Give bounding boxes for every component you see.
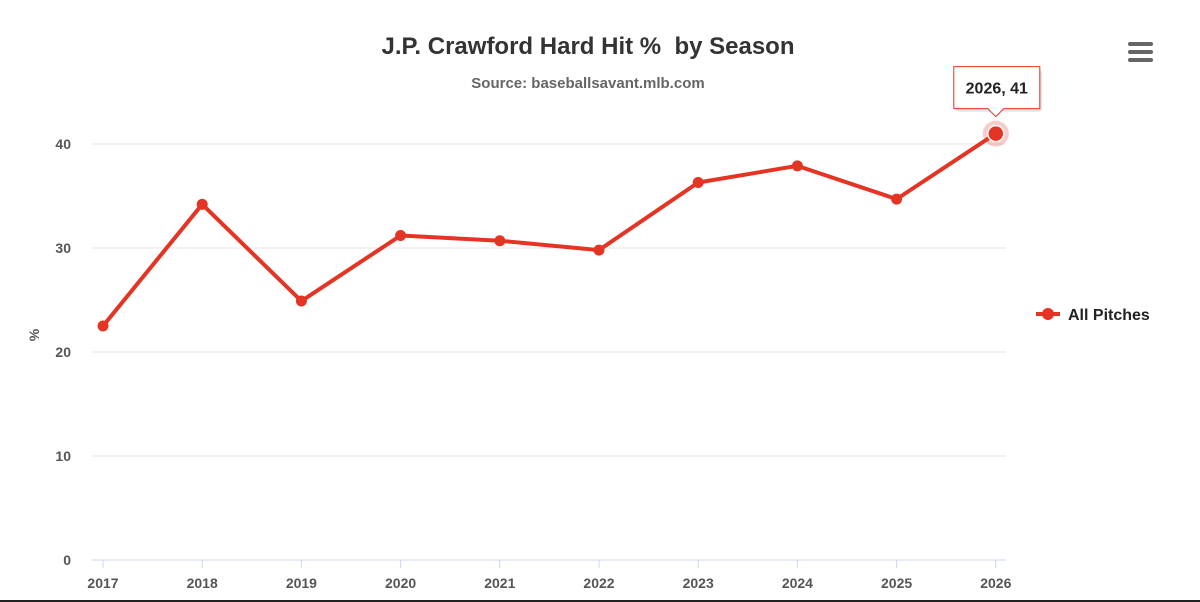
data-point[interactable] (987, 124, 1005, 143)
chart-title: J.P. Crawford Hard Hit % by Season (381, 33, 794, 60)
y-tick-label: 0 (63, 552, 71, 568)
bottom-divider (0, 600, 1200, 602)
data-point[interactable] (593, 244, 605, 256)
y-tick-label: 40 (55, 136, 71, 152)
data-point[interactable] (791, 160, 803, 172)
legend-marker (1042, 308, 1054, 320)
x-axis: 2017 2018 2019 2020 2021 2022 2023 2024 2025 2026 (87, 559, 1012, 591)
x-tick-label: 2020 (385, 575, 416, 591)
y-tick-label: 10 (55, 448, 71, 464)
series-line (101, 131, 998, 328)
plot-area (97, 120, 1009, 332)
context-menu-button[interactable] (1116, 34, 1164, 70)
y-tick-label: 30 (55, 240, 71, 256)
data-point[interactable] (196, 198, 208, 210)
x-tick-label: 2026 (980, 575, 1011, 591)
data-point[interactable] (891, 193, 903, 205)
data-point[interactable] (295, 295, 307, 307)
data-point[interactable] (97, 320, 109, 332)
y-tick-label: 20 (55, 344, 71, 360)
x-tick-label: 2017 (87, 575, 118, 591)
data-point[interactable] (395, 230, 407, 242)
tooltip: 2026, 41 (953, 66, 1042, 118)
y-axis: 0 10 20 30 40 (55, 136, 71, 568)
x-tick-label: 2021 (484, 575, 515, 591)
x-tick-label: 2025 (881, 575, 912, 591)
legend-label: All Pitches (1068, 307, 1150, 324)
x-tick-label: 2019 (286, 575, 317, 591)
x-tick-label: 2023 (683, 575, 714, 591)
x-tick-label: 2022 (583, 575, 614, 591)
y-axis-label: % (26, 328, 42, 341)
data-point[interactable] (494, 235, 506, 247)
legend-item[interactable]: All Pitches (1036, 307, 1150, 324)
data-point[interactable] (692, 176, 704, 188)
tooltip-box (953, 66, 1041, 118)
tooltip-text: 2026, 41 (966, 81, 1028, 98)
legend[interactable]: All Pitches (1036, 307, 1150, 324)
x-tick-label: 2018 (187, 575, 218, 591)
x-tick-label: 2024 (782, 575, 813, 591)
chart-subtitle: Source: baseballsavant.mlb.com (471, 75, 704, 92)
hamburger-menu-icon (1128, 42, 1153, 62)
